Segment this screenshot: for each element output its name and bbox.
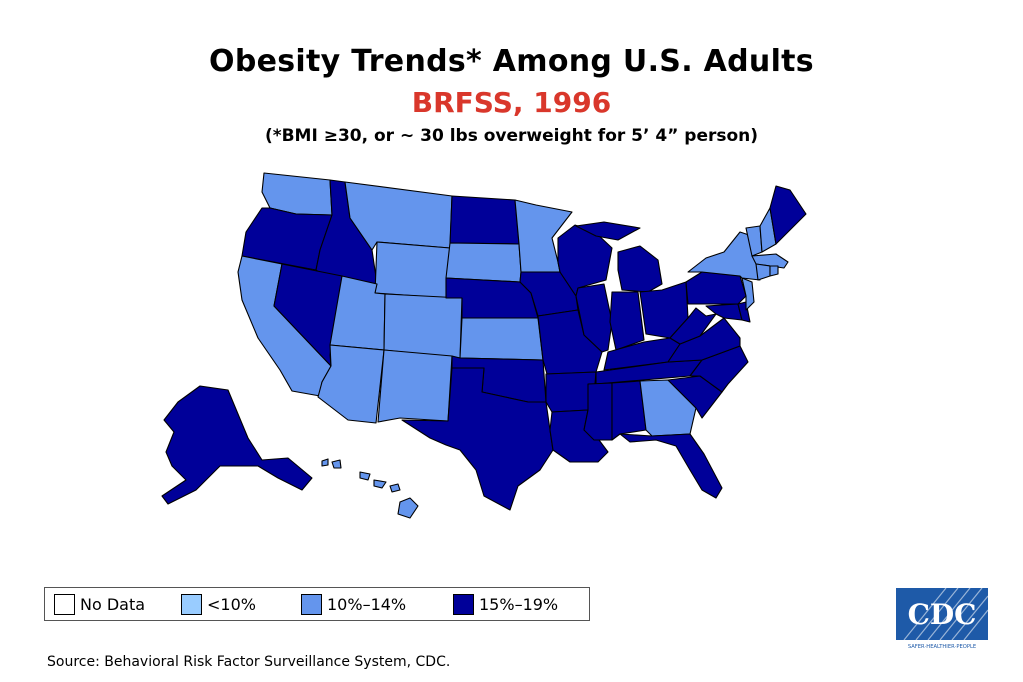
bmi-note: (*BMI ≥30, or ~ 30 lbs overweight for 5’… [264,126,759,146]
state-FL [619,433,723,499]
legend-swatch [453,593,474,615]
cdc-logo: CDC SAFER·HEALTHIER·PEOPLE [896,588,988,650]
state-KS [459,317,544,361]
state-MI [617,245,663,293]
state-HI [389,483,401,493]
state-AK [161,385,313,505]
state-MS [583,382,613,441]
state-RI [769,265,779,277]
state-MO [537,309,603,375]
state-HI-big [397,497,419,519]
state-SD [445,242,522,283]
state-CT [755,263,771,281]
cdc-logo-tagline: SAFER·HEALTHIER·PEOPLE [908,644,976,650]
state-SC [667,375,723,419]
state-HI-kauai [321,458,329,467]
state-NM [377,349,453,423]
state-HI-oahu [331,459,342,469]
state-WY [374,241,451,299]
legend-swatch [301,593,322,615]
state-IN [609,291,645,351]
state-WV [669,307,717,345]
legend-item-no-data: No Data [54,588,145,620]
state-VA [667,317,741,363]
state-CO [383,293,463,359]
state-ME [769,185,807,245]
legend-swatch [54,593,75,615]
state-TX [401,367,554,511]
chart-title: Obesity Trends* Among U.S. Adults [209,44,814,79]
chart-subtitle: BRFSS, 1996 [411,86,612,119]
state-ND [449,195,520,245]
source-note: Source: Behavioral Risk Factor Surveilla… [47,654,451,670]
legend-label: 15%–19% [479,594,559,614]
legend-item-lt10: <10% [181,588,256,620]
state-MD [705,303,743,321]
map-legend: No Data <10% 10%–14% 15%–19% [44,587,590,621]
state-AL [611,380,647,441]
us-obesity-map [161,172,807,519]
legend-item-15-19: 15%–19% [453,588,558,620]
state-HI-molokai [373,479,387,489]
state-PA [685,271,747,305]
legend-item-10-14: 10%–14% [301,588,406,620]
legend-label: No Data [80,594,146,614]
state-IL [575,283,613,353]
state-HI-maui [359,471,371,481]
legend-swatch [181,593,202,615]
legend-label: 10%–14% [327,594,407,614]
cdc-logo-text: CDC [908,598,977,631]
state-MI-upper [575,221,641,241]
state-NJ [741,277,755,311]
legend-label: <10% [207,594,256,614]
